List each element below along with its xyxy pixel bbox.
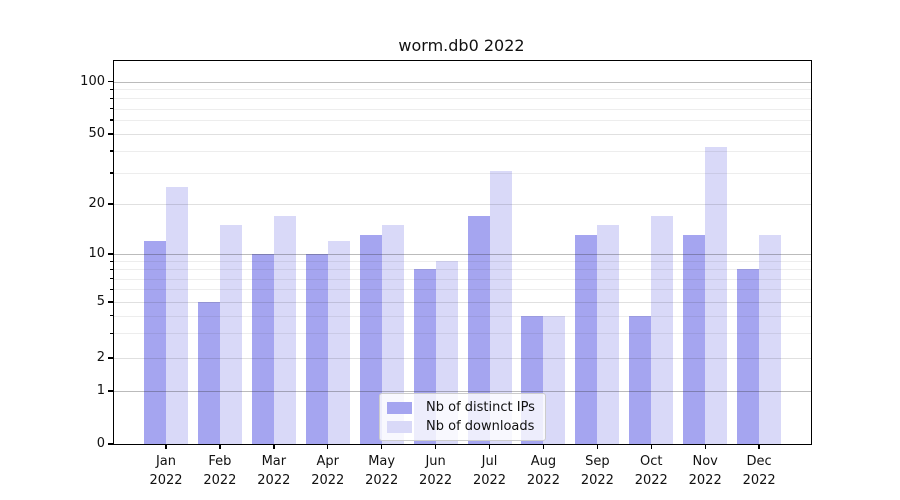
bar-downloads-aug	[543, 315, 566, 444]
x-tick-label: Dec 2022	[742, 454, 776, 488]
bar-downloads-jul	[489, 170, 512, 444]
bar-downloads-may	[381, 224, 404, 444]
y-tick-mark	[107, 301, 113, 303]
y-minor-tick-mark	[110, 150, 113, 152]
legend-label-downloads: Nb of downloads	[426, 419, 535, 434]
x-tick-mark	[380, 444, 383, 449]
legend-swatch-distinct-ips-icon	[387, 401, 412, 414]
x-tick-mark	[434, 444, 437, 449]
x-tick-mark	[327, 444, 329, 449]
y-tick-mark	[107, 443, 113, 445]
y-tick-label: 50	[88, 126, 105, 141]
x-tick-mark	[650, 444, 652, 449]
y-minor-tick-mark	[110, 277, 113, 280]
x-tick-mark	[165, 444, 167, 449]
legend-swatch-downloads-icon	[387, 420, 412, 433]
gridline-major	[114, 81, 811, 83]
y-tick-label: 100	[80, 73, 105, 89]
x-tick-label: Aug 2022	[526, 454, 560, 488]
x-tick-label: Jan 2022	[149, 454, 183, 488]
bar-downloads-feb	[219, 224, 242, 444]
y-tick-mark	[107, 357, 113, 359]
legend-item-distinct-ips: Nb of distinct IPs	[387, 399, 535, 416]
gridline-minor	[114, 108, 811, 110]
x-tick-label: Sep 2022	[580, 454, 614, 488]
gridline-minor	[114, 89, 811, 91]
bar-downloads-sep	[597, 224, 620, 444]
y-tick-mark	[107, 203, 113, 205]
x-tick-label: Feb 2022	[203, 454, 237, 488]
x-tick-mark	[542, 444, 545, 449]
y-tick-mark	[107, 390, 113, 392]
y-tick-mark	[107, 133, 113, 135]
bar-downloads-mar	[273, 215, 296, 444]
y-minor-tick-mark	[110, 97, 113, 100]
y-minor-tick-mark	[110, 332, 113, 334]
y-tick-label: 5	[96, 294, 105, 309]
y-minor-tick-mark	[110, 119, 113, 121]
x-tick-mark	[758, 444, 760, 449]
y-minor-tick-mark	[110, 268, 113, 271]
bar-downloads-nov	[705, 147, 728, 444]
y-tick-mark	[107, 80, 113, 83]
bar-downloads-jan	[166, 186, 188, 444]
x-tick-mark	[219, 444, 221, 449]
plot-area: 0 1 2 5 10 20 50 100 Jan 2022 Feb 2022 Mar 2022 Apr…	[80, 60, 812, 488]
x-tick-label: Jul 2022	[472, 454, 507, 488]
x-tick-mark	[596, 444, 599, 449]
y-minor-tick-mark	[110, 288, 113, 291]
bar-downloads-dec	[759, 235, 782, 444]
x-tick-label: May 2022	[365, 454, 399, 488]
y-minor-tick-mark	[110, 260, 113, 262]
x-tick-mark	[704, 444, 706, 449]
y-minor-tick-mark	[110, 172, 113, 174]
gridline-minor	[114, 98, 811, 100]
bar-distinct_ips-dec	[737, 269, 760, 444]
x-tick-label: Mar 2022	[257, 454, 291, 488]
legend-item-downloads: Nb of downloads	[387, 418, 535, 435]
bar-distinct_ips-jul	[467, 215, 490, 444]
y-minor-tick-mark	[110, 88, 113, 91]
bar-distinct_ips-nov	[683, 235, 706, 444]
y-minor-tick-mark	[110, 107, 113, 110]
bar-distinct_ips-apr	[305, 254, 328, 444]
gridline-minor	[114, 120, 811, 122]
bar-distinct_ips-sep	[575, 235, 598, 444]
bar-distinct_ips-oct	[629, 315, 652, 444]
y-tick-label: 1	[96, 383, 105, 398]
bar-downloads-oct	[651, 215, 674, 444]
legend: Nb of distinct IPs Nb of downloads	[379, 393, 546, 441]
chart-title: worm.db0 2022	[398, 36, 525, 55]
bar-distinct_ips-feb	[197, 302, 220, 444]
legend-label-distinct-ips: Nb of distinct IPs	[426, 400, 535, 415]
y-tick-label: 20	[88, 196, 105, 211]
gridline	[114, 134, 811, 135]
x-tick-mark	[488, 444, 491, 449]
y-tick-mark	[107, 253, 113, 255]
x-tick-label: Apr 2022	[311, 454, 345, 488]
bar-distinct_ips-mar	[251, 254, 274, 444]
x-tick-label: Oct 2022	[634, 454, 668, 488]
y-tick-label: 0	[96, 436, 105, 451]
x-tick-label: Jun 2022	[419, 454, 453, 488]
x-tick-mark	[273, 444, 275, 449]
bar-downloads-apr	[327, 240, 350, 444]
y-tick-label: 2	[96, 350, 105, 365]
x-tick-label: Nov 2022	[688, 454, 722, 488]
y-tick-label: 10	[88, 246, 105, 261]
y-minor-tick-mark	[110, 314, 113, 317]
bar-distinct_ips-jan	[144, 240, 166, 444]
bar-distinct_ips-may	[359, 235, 382, 444]
